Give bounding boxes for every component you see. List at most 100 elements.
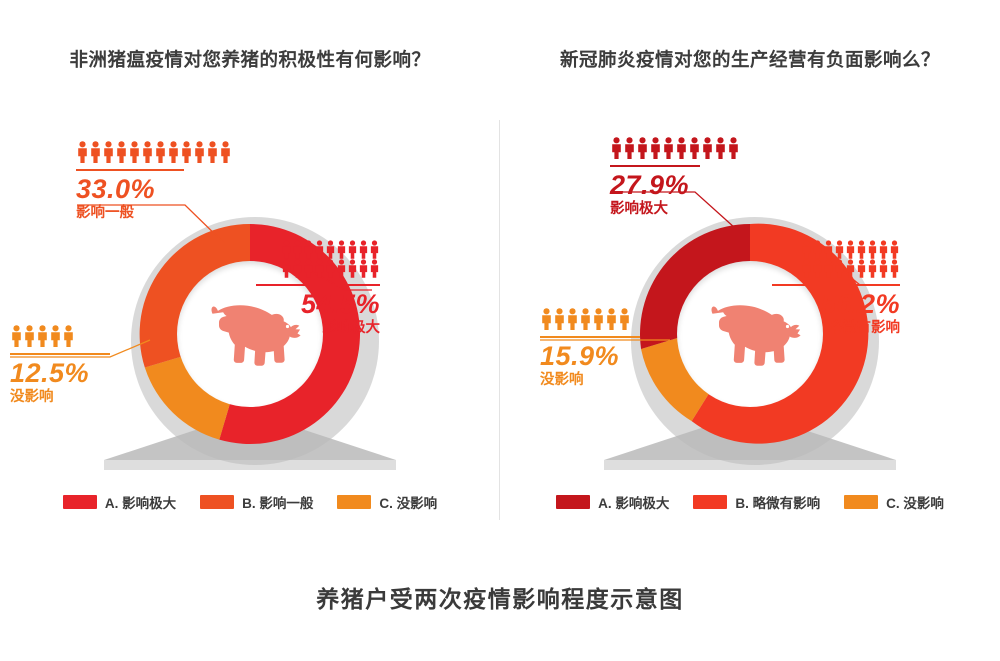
person-icon: [282, 240, 291, 259]
callout-rule: [610, 165, 700, 167]
legend-label-a: A. 影响极大: [598, 496, 670, 511]
person-icon: [104, 141, 113, 163]
person-icon: [857, 259, 866, 278]
person-icon: [857, 240, 866, 259]
pedestal-base: [104, 460, 396, 470]
callout-rule: [10, 353, 110, 355]
people-row: [10, 325, 75, 347]
callout-rule: [772, 284, 900, 286]
person-icon: [370, 259, 379, 278]
person-icon: [51, 325, 60, 347]
person-icon: [890, 259, 899, 278]
person-icon: [315, 240, 324, 259]
legend-item-b[interactable]: B. 影响一般: [200, 492, 313, 512]
people-row: [675, 137, 740, 159]
person-icon: [542, 308, 551, 330]
legend-label-a: A. 影响极大: [104, 496, 177, 511]
person-icon: [813, 240, 822, 259]
person-icon: [78, 141, 87, 163]
person-icon: [91, 141, 100, 163]
callout-left-2: 54.5% 影响极大: [248, 240, 380, 337]
person-icon: [348, 259, 357, 278]
people-row: [281, 259, 380, 278]
people-row: [76, 141, 154, 163]
people-icons-left-0: [76, 141, 232, 163]
people-row: [801, 259, 900, 278]
callout-rule: [256, 284, 380, 286]
person-icon: [835, 259, 844, 278]
callout-caption: 影响一般: [76, 204, 134, 221]
legend-swatch-a: [62, 495, 97, 509]
person-icon: [195, 141, 204, 163]
person-icon: [169, 141, 178, 163]
person-icon: [182, 141, 191, 163]
person-icon: [143, 141, 152, 163]
legend-swatch-b: [693, 495, 728, 509]
person-icon: [293, 259, 302, 278]
callout-percent: 27.9%: [610, 169, 690, 200]
person-icon: [664, 137, 673, 159]
callout-caption: 略微有影响: [827, 319, 901, 336]
person-icon: [568, 308, 577, 330]
infographic-title: 养猪户受两次疫情影响程度示意图: [316, 586, 684, 612]
legend-item-a[interactable]: A. 影响极大: [62, 492, 177, 512]
callout-percent: 33.0%: [76, 173, 156, 204]
panel-title-left: 非洲猪瘟疫情对您养猪的积极性有何影响？: [69, 49, 431, 70]
person-icon: [824, 240, 833, 259]
person-icon: [868, 259, 877, 278]
callout-left-0: 33.0% 影响一般: [76, 141, 232, 222]
legend-item-c[interactable]: C. 没影响: [844, 492, 944, 512]
person-icon: [716, 137, 725, 159]
callout-caption: 影响极大: [322, 319, 380, 336]
people-row: [540, 308, 631, 330]
person-icon: [620, 308, 629, 330]
panel-covid-19: 新冠肺炎疫情对您的生产经营有负面影响么？: [500, 0, 1000, 560]
legend-left: A. 影响极大 B. 影响一般 C. 没影响: [0, 492, 500, 512]
legend-right: A. 影响极大 B. 略微有影响 C. 没影响: [500, 492, 1000, 512]
legend-item-c[interactable]: C. 没影响: [337, 492, 437, 512]
legend-label-c: C. 没影响: [886, 496, 944, 511]
person-icon: [304, 240, 313, 259]
person-icon: [835, 240, 844, 259]
person-icon: [304, 259, 313, 278]
people-row: [801, 240, 900, 259]
callout-right-1: 15.9% 没影响: [540, 308, 640, 389]
person-icon: [315, 259, 324, 278]
panel-african-swine-fever: 非洲猪瘟疫情对您养猪的积极性有何影响？: [0, 0, 500, 560]
person-icon: [638, 137, 647, 159]
callout-rule: [540, 336, 640, 338]
person-icon: [555, 308, 564, 330]
person-icon: [846, 240, 855, 259]
person-icon: [677, 137, 686, 159]
person-icon: [326, 259, 335, 278]
person-icon: [38, 325, 47, 347]
person-icon: [846, 259, 855, 278]
legend-item-b[interactable]: B. 略微有影响: [693, 492, 820, 512]
legend-swatch-c: [844, 495, 879, 509]
callout-right-2: 56.2% 略微有影响: [765, 240, 900, 337]
person-icon: [293, 240, 302, 259]
person-icon: [370, 240, 379, 259]
pig-silhouette-icon: [211, 305, 301, 366]
callout-right-0: 27.9% 影响极大: [610, 137, 740, 218]
person-icon: [729, 137, 738, 159]
people-icons-left-1: [10, 325, 110, 347]
person-icon: [612, 137, 621, 159]
pedestal-base: [604, 460, 896, 470]
callout-left-1: 12.5% 没影响: [10, 325, 110, 406]
pig-silhouette-icon: [711, 305, 801, 366]
person-icon: [594, 308, 603, 330]
person-icon: [221, 141, 230, 163]
panel-divider: [499, 120, 500, 520]
person-icon: [824, 259, 833, 278]
person-icon: [337, 240, 346, 259]
legend-item-a[interactable]: A. 影响极大: [556, 492, 669, 512]
person-icon: [208, 141, 217, 163]
person-icon: [348, 240, 357, 259]
callout-caption: 没影响: [540, 371, 584, 388]
person-icon: [337, 259, 346, 278]
donut-chart-left: [126, 210, 379, 465]
legend-label-c: C. 没影响: [379, 496, 438, 511]
person-icon: [890, 240, 899, 259]
person-icon: [130, 141, 139, 163]
